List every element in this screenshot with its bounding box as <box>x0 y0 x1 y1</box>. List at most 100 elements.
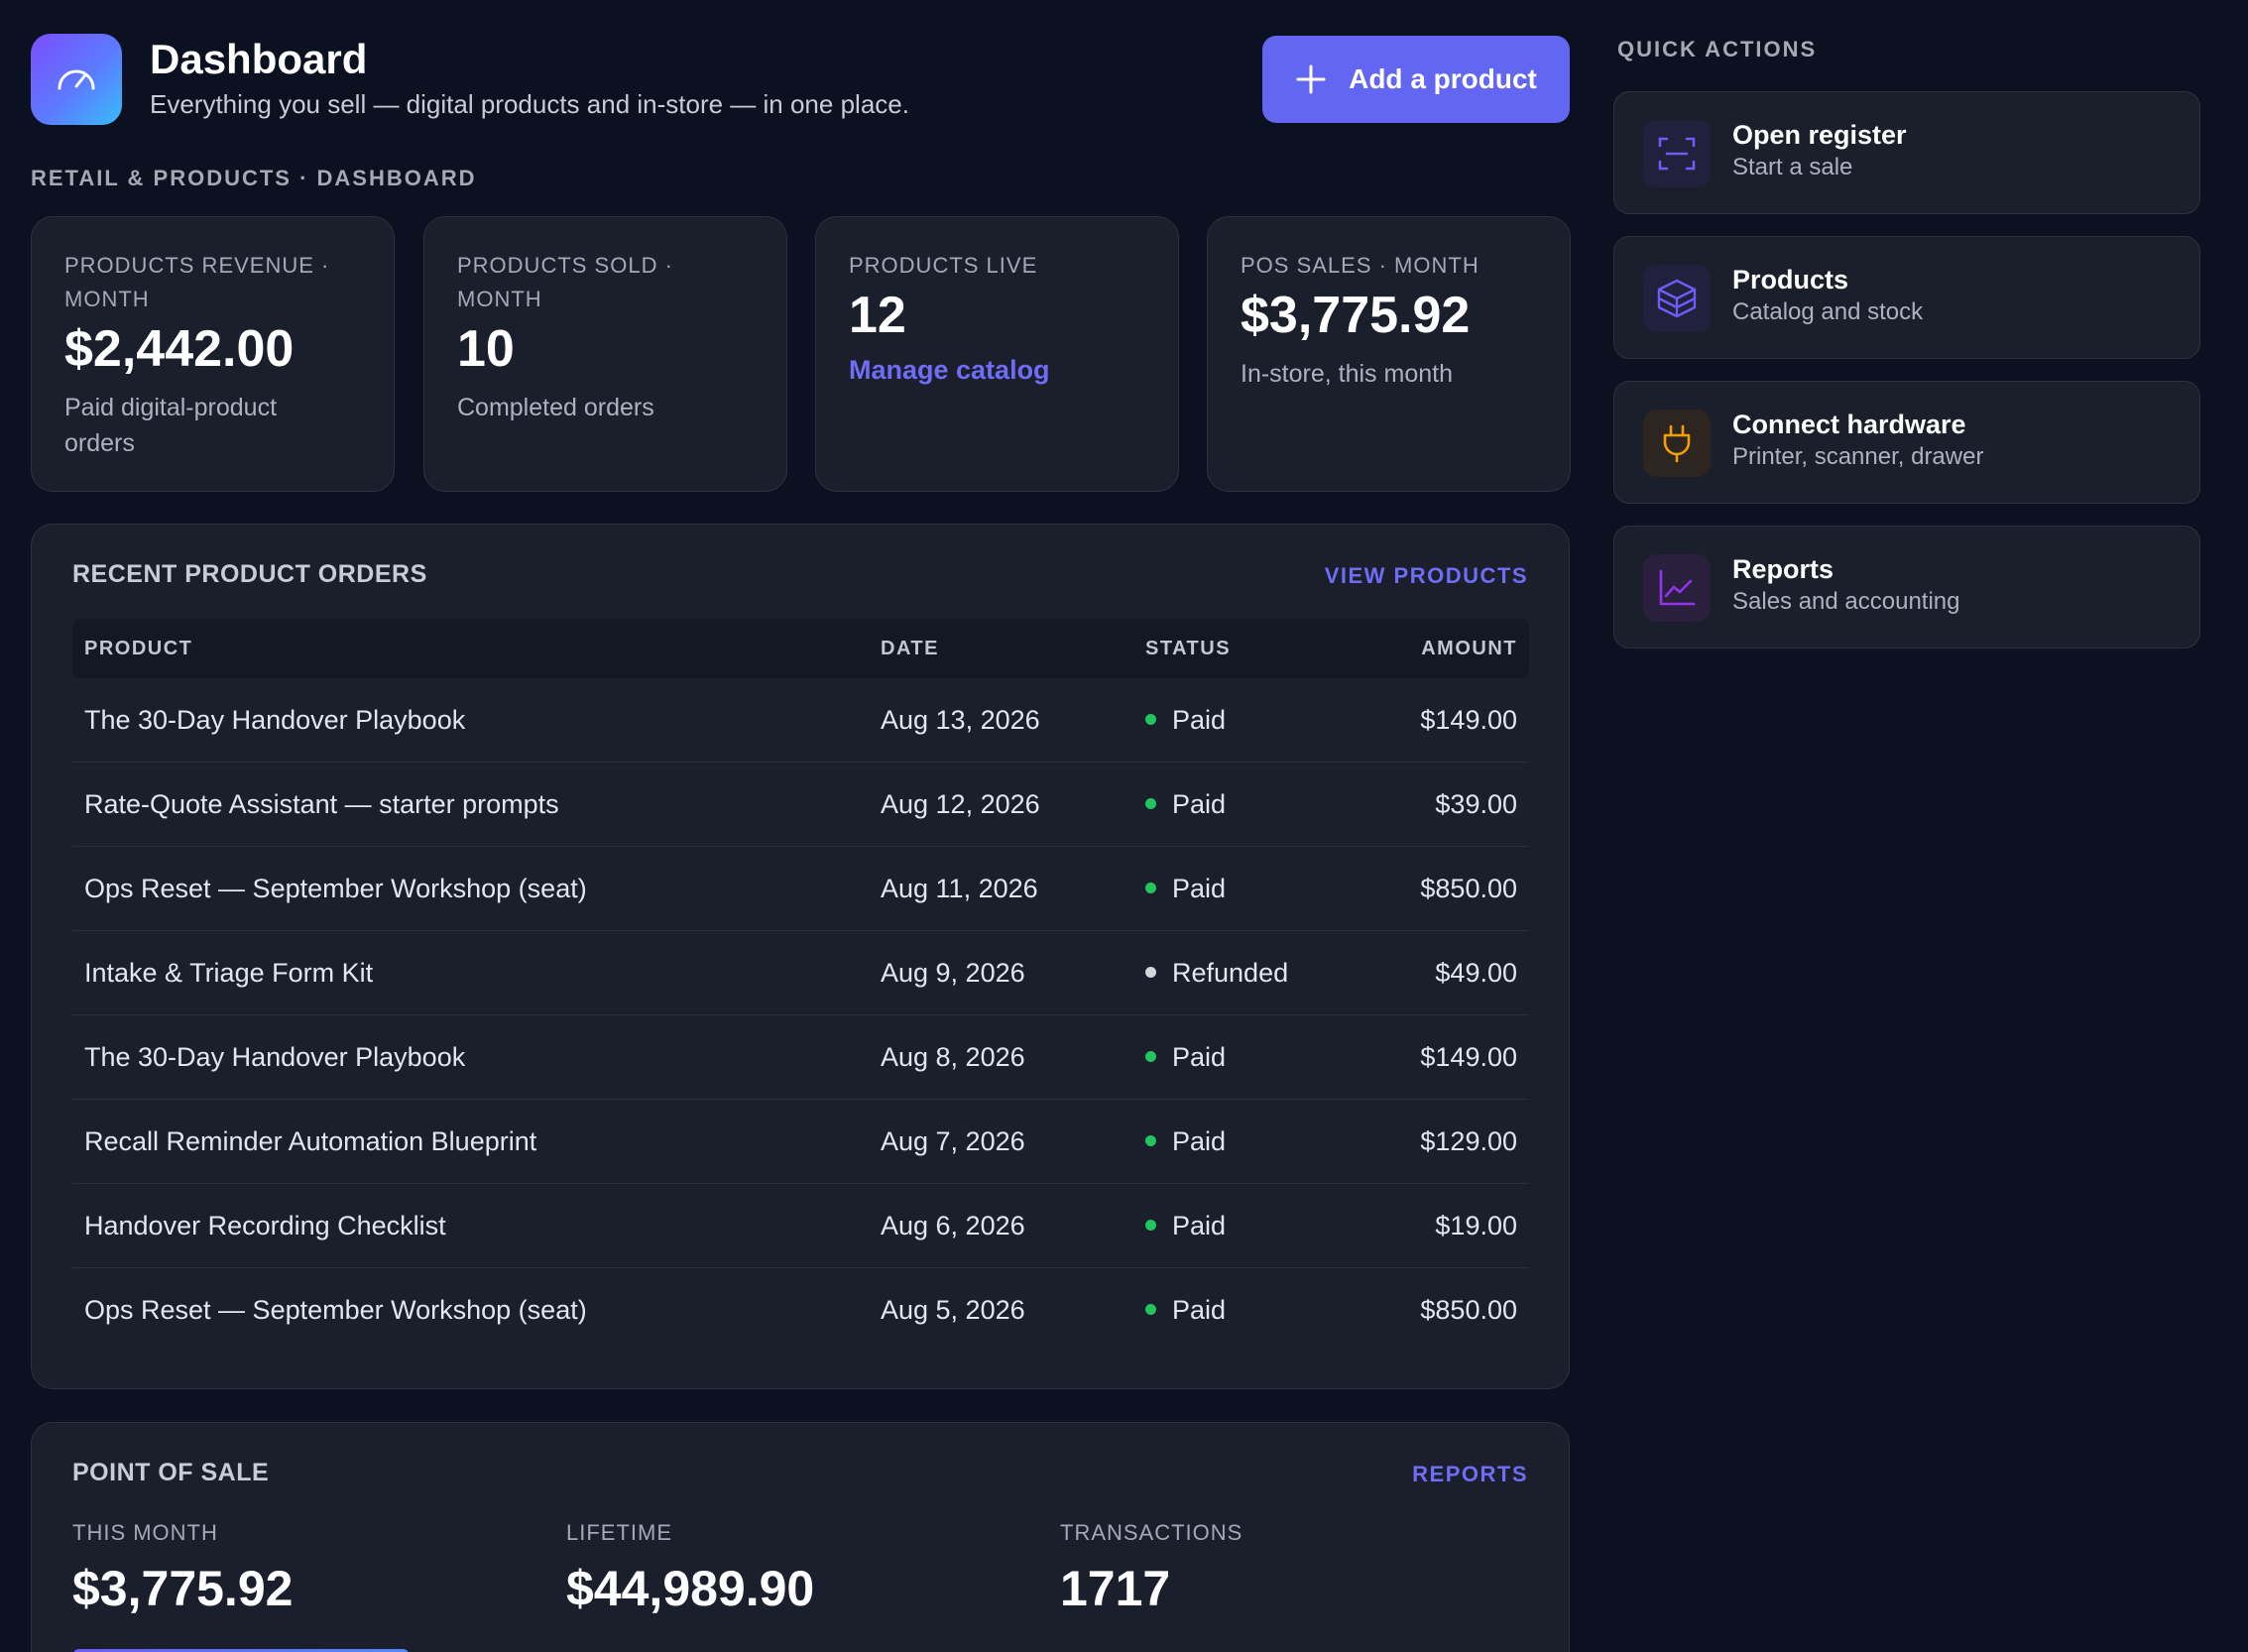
quick-action-open-register[interactable]: Open register Start a sale <box>1613 91 2200 214</box>
stat-card-products-sold: PRODUCTS SOLD · MONTH 10 Completed order… <box>423 216 787 492</box>
status-label: Paid <box>1172 874 1227 903</box>
table-row[interactable]: Handover Recording Checklist Aug 6, 2026 P… <box>72 1184 1529 1268</box>
stat-label: PRODUCTS SOLD · MONTH <box>457 253 673 311</box>
status-dot-icon <box>1145 1135 1156 1147</box>
cell-product: Ops Reset — September Workshop (seat) <box>84 1295 587 1325</box>
metric-label: LIFETIME <box>566 1520 673 1545</box>
orders-title: RECENT PRODUCT ORDERS <box>72 560 427 588</box>
quick-actions-title: QUICK ACTIONS <box>1617 37 1818 61</box>
stat-description: Completed orders <box>457 394 654 421</box>
metric-value: 1717 <box>1060 1561 1171 1616</box>
status-label: Paid <box>1172 705 1227 735</box>
quick-action-label: Open register <box>1732 120 1907 150</box>
cell-status: Refunded <box>1145 931 1288 1014</box>
table-header: PRODUCT DATE STATUS AMOUNT <box>72 619 1529 678</box>
quick-action-label: Products <box>1732 265 1849 295</box>
cell-status: Paid <box>1145 763 1226 846</box>
quick-action-connect-hardware[interactable]: Connect hardware Printer, scanner, drawe… <box>1613 381 2200 504</box>
quick-action-sub: Sales and accounting <box>1732 588 1960 615</box>
status-dot-icon <box>1145 714 1156 726</box>
page-subtitle: Everything you sell — digital products a… <box>150 89 909 119</box>
plug-icon <box>1643 410 1711 477</box>
cell-date: Aug 11, 2026 <box>881 874 1038 903</box>
cell-amount: $129.00 <box>1420 1126 1517 1156</box>
cell-date: Aug 12, 2026 <box>881 789 1040 819</box>
cell-status: Paid <box>1145 1268 1226 1352</box>
table-row[interactable]: Ops Reset — September Workshop (seat) Aug… <box>72 847 1529 931</box>
table-body: The 30-Day Handover Playbook Aug 13, 2026… <box>72 678 1529 1353</box>
cell-amount: $149.00 <box>1420 1042 1517 1072</box>
status-dot-icon <box>1145 1304 1156 1316</box>
cell-date: Aug 9, 2026 <box>881 958 1025 988</box>
table-row[interactable]: Rate-Quote Assistant — starter prompts Au… <box>72 763 1529 847</box>
metric-value: $3,775.92 <box>72 1561 294 1616</box>
cell-date: Aug 13, 2026 <box>881 705 1040 735</box>
cell-status: Paid <box>1145 1015 1226 1099</box>
cell-product: The 30-Day Handover Playbook <box>84 705 466 735</box>
column-header-product[interactable]: PRODUCT <box>84 638 193 659</box>
quick-action-sub: Start a sale <box>1732 154 1853 180</box>
cell-date: Aug 7, 2026 <box>881 1126 1025 1156</box>
status-dot-icon <box>1145 967 1156 979</box>
table-row[interactable]: Recall Reminder Automation Blueprint Aug … <box>72 1100 1529 1184</box>
stat-label: POS SALES · MONTH <box>1241 253 1479 278</box>
cell-date: Aug 6, 2026 <box>881 1211 1025 1240</box>
status-label: Refunded <box>1172 958 1289 988</box>
status-dot-icon <box>1145 798 1156 810</box>
status-label: Paid <box>1172 1042 1227 1072</box>
status-label: Paid <box>1172 1295 1227 1325</box>
cell-product: The 30-Day Handover Playbook <box>84 1042 466 1072</box>
stat-label: PRODUCTS LIVE <box>849 253 1038 278</box>
cell-amount: $850.00 <box>1420 874 1517 903</box>
manage-catalog-link[interactable]: Manage catalog <box>849 355 1050 385</box>
cell-amount: $39.00 <box>1435 789 1517 819</box>
stat-cards: PRODUCTS REVENUE · MONTH $2,442.00 Paid … <box>31 216 1571 492</box>
page-header: Dashboard Everything you sell — digital … <box>31 34 1570 125</box>
metric-label: THIS MONTH <box>72 1520 218 1545</box>
metric-label: TRANSACTIONS <box>1060 1520 1243 1545</box>
table-row[interactable]: Intake & Triage Form Kit Aug 9, 2026 Refun… <box>72 931 1529 1015</box>
status-dot-icon <box>1145 1220 1156 1232</box>
reports-link[interactable]: REPORTS <box>1412 1462 1528 1486</box>
pos-title: POINT OF SALE <box>72 1459 270 1486</box>
pos-transactions: TRANSACTIONS 1717 <box>1060 1518 1242 1623</box>
stat-description: Paid digital-product orders <box>64 394 278 457</box>
column-header-status[interactable]: STATUS <box>1145 638 1232 659</box>
column-header-date[interactable]: DATE <box>881 638 939 659</box>
pos-this-month: THIS MONTH $3,775.92 <box>72 1518 293 1623</box>
stat-value: 10 <box>457 320 515 378</box>
table-row[interactable]: Ops Reset — September Workshop (seat) Aug… <box>72 1268 1529 1353</box>
pos-lifetime: LIFETIME $44,989.90 <box>566 1518 814 1623</box>
cell-product: Ops Reset — September Workshop (seat) <box>84 874 587 903</box>
add-product-button[interactable]: Add a product <box>1262 36 1570 123</box>
quick-action-label: Reports <box>1732 554 1834 584</box>
stat-card-pos-sales: POS SALES · MONTH $3,775.92 In-store, th… <box>1207 216 1571 492</box>
quick-action-reports[interactable]: Reports Sales and accounting <box>1613 526 2200 649</box>
stat-value: $3,775.92 <box>1241 287 1471 344</box>
stat-card-products-revenue: PRODUCTS REVENUE · MONTH $2,442.00 Paid … <box>31 216 395 492</box>
cell-date: Aug 8, 2026 <box>881 1042 1025 1072</box>
view-products-link[interactable]: VIEW PRODUCTS <box>1324 563 1528 588</box>
quick-action-products[interactable]: Products Catalog and stock <box>1613 236 2200 359</box>
cell-product: Rate-Quote Assistant — starter prompts <box>84 789 559 819</box>
cell-product: Handover Recording Checklist <box>84 1211 446 1240</box>
recent-orders-card: RECENT PRODUCT ORDERS VIEW PRODUCTS PROD… <box>31 524 1570 1389</box>
box-icon <box>1643 265 1711 332</box>
stat-description: In-store, this month <box>1241 360 1453 388</box>
chart-line-icon <box>1643 554 1711 622</box>
table-row[interactable]: The 30-Day Handover Playbook Aug 8, 2026 P… <box>72 1015 1529 1100</box>
scan-icon <box>1643 120 1711 187</box>
cell-date: Aug 5, 2026 <box>881 1295 1025 1325</box>
breadcrumb: RETAIL & PRODUCTS · DASHBOARD <box>31 166 477 190</box>
cell-status: Paid <box>1145 678 1226 762</box>
status-dot-icon <box>1145 1051 1156 1063</box>
plus-icon <box>1296 64 1326 94</box>
quick-action-label: Connect hardware <box>1732 410 1966 439</box>
cell-status: Paid <box>1145 1184 1226 1267</box>
status-label: Paid <box>1172 1126 1227 1156</box>
cell-amount: $850.00 <box>1420 1295 1517 1325</box>
column-header-amount[interactable]: AMOUNT <box>1421 638 1517 659</box>
status-dot-icon <box>1145 883 1156 894</box>
table-row[interactable]: The 30-Day Handover Playbook Aug 13, 2026… <box>72 678 1529 763</box>
